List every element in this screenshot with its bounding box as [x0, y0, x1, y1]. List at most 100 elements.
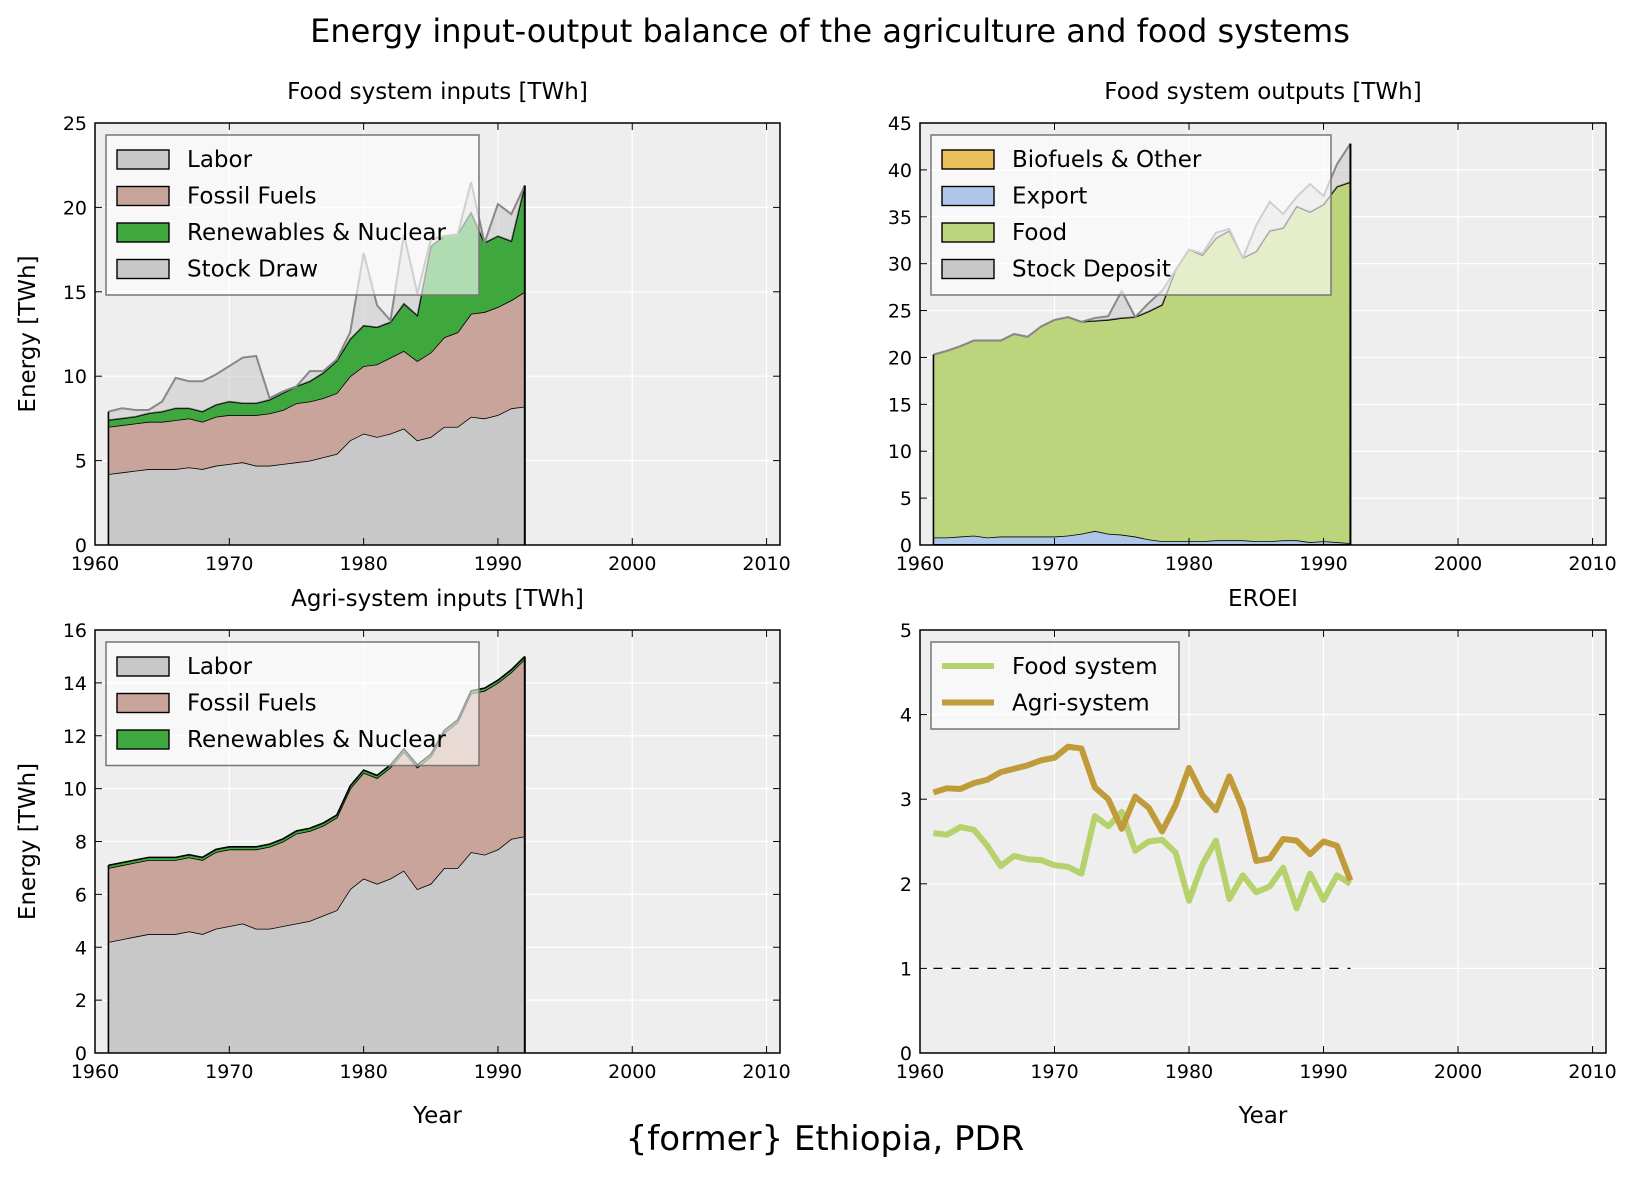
y-tick-label: 10 — [63, 779, 87, 801]
y-tick-label: 25 — [63, 113, 87, 135]
y-tick-label: 0 — [75, 1043, 87, 1065]
x-tick-label: 2010 — [1568, 1061, 1616, 1083]
x-tick-label: 2000 — [608, 1061, 656, 1083]
legend-swatch-stock-deposit — [941, 258, 995, 280]
chart-title: Food system outputs [TWh] — [1104, 79, 1421, 105]
legend-label: Food — [1012, 220, 1067, 246]
legend-swatch-fossil-fuels — [116, 692, 170, 714]
x-tick-label: 1970 — [205, 1061, 253, 1083]
area-stock-draw — [108, 182, 525, 421]
legend-swatch-export — [941, 185, 995, 207]
legend-swatch-labor — [116, 149, 170, 170]
legend: Labor Fossil Fuels Renewables & Nuclear — [105, 641, 480, 767]
y-tick-label: 40 — [888, 160, 912, 182]
legend-label: Export — [1012, 184, 1087, 210]
x-tick-label: 1990 — [474, 553, 522, 575]
x-tick-label: 1960 — [896, 553, 944, 575]
plot-frame — [94, 122, 781, 546]
y-tick-label: 5 — [900, 620, 912, 642]
legend-swatch-stock-draw — [116, 258, 170, 280]
legend: Biofuels & Other Export Food Stock Deposit — [930, 134, 1332, 296]
x-tick-label: 1960 — [896, 1061, 944, 1083]
x-tick-label: 1970 — [205, 553, 253, 575]
x-axis-label: Year — [412, 1103, 462, 1129]
chart-food-outputs: 1960 1970 1980 1990 2000 2010 0 5 10 15 20 25 30 35 40… — [888, 79, 1617, 575]
chart-agri-inputs: 1960 1970 1980 1990 2000 2010 0 2 4 6 8 10 12 14 16 Agr… — [15, 586, 791, 1129]
legend-label: Stock Deposit — [1012, 257, 1171, 283]
y-tick-label: 10 — [888, 441, 912, 463]
legend-swatch-food — [941, 222, 995, 243]
legend-label: Agri-system — [1012, 691, 1150, 717]
x-tick-label: 1960 — [71, 553, 119, 575]
chart-food-inputs: 1960 1970 1980 1990 2000 2010 0 5 10 15 20 25 Food s… — [15, 79, 791, 575]
x-tick-label: 2010 — [742, 553, 790, 575]
y-tick-label: 2 — [75, 990, 87, 1012]
y-tick-label: 12 — [63, 726, 87, 748]
plot-frame — [919, 122, 1607, 546]
legend-box — [930, 641, 1180, 730]
y-tick-label: 20 — [888, 347, 912, 369]
legend-box — [930, 134, 1332, 296]
x-tick-label: 1970 — [1030, 1061, 1078, 1083]
x-tick-label: 2000 — [608, 553, 656, 575]
x-tick-label: 1990 — [474, 1061, 522, 1083]
legend-label: Labor — [187, 654, 253, 680]
area-labor — [108, 406, 525, 545]
line-agri-system — [932, 743, 1354, 882]
legend-swatch-renewables-nuclear — [116, 222, 170, 243]
x-tick-label: 2010 — [1568, 553, 1616, 575]
y-tick-label: 16 — [63, 620, 87, 642]
legend-label: Fossil Fuels — [187, 184, 317, 210]
chart-eroei: 1960 1970 1980 1990 2000 2010 0 1 2 3 4 5 EROEI Year F… — [896, 586, 1617, 1129]
x-tick-label: 1980 — [339, 1061, 387, 1083]
area-labor — [108, 836, 525, 1053]
y-tick-label: 15 — [63, 282, 87, 304]
y-tick-label: 5 — [900, 488, 912, 510]
legend-swatch-fossil-fuels — [116, 185, 170, 207]
chart-title: Agri-system inputs [TWh] — [291, 586, 584, 612]
y-axis-label: Energy [TWh] — [15, 763, 41, 920]
legend-label: Renewables & Nuclear — [187, 220, 446, 246]
area-fossil-fuels — [108, 291, 525, 475]
area-fossil-fuels — [108, 659, 525, 942]
x-tick-label: 2010 — [742, 1061, 790, 1083]
y-tick-label: 25 — [888, 301, 912, 323]
legend-swatch-biofuels-other — [941, 149, 995, 170]
x-tick-label: 1970 — [1030, 553, 1078, 575]
legend-label: Labor — [187, 147, 253, 173]
y-tick-label: 10 — [63, 366, 87, 388]
y-tick-label: 2 — [900, 874, 912, 896]
chart-title: EROEI — [1228, 586, 1298, 612]
y-tick-label: 6 — [75, 884, 87, 906]
x-axis-label: Year — [1238, 1103, 1288, 1129]
y-tick-label: 0 — [900, 535, 912, 557]
figure-footer: {former} Ethiopia, PDR — [626, 1119, 1025, 1159]
legend-label: Food system — [1012, 654, 1158, 680]
y-tick-label: 5 — [75, 451, 87, 473]
x-tick-label: 1980 — [1165, 553, 1213, 575]
y-tick-label: 4 — [75, 937, 87, 959]
x-tick-label: 1980 — [1165, 1061, 1213, 1083]
x-tick-label: 1990 — [1299, 553, 1347, 575]
legend: Labor Fossil Fuels Renewables & Nuclear Sto… — [105, 134, 480, 296]
legend-label: Fossil Fuels — [187, 691, 317, 717]
area-renewables-nuclear — [108, 185, 525, 427]
area-stock-deposit — [933, 143, 1351, 355]
y-axis-label: Energy [TWh] — [15, 255, 41, 412]
legend: Food system Agri-system — [930, 641, 1180, 730]
y-tick-label: 3 — [900, 789, 912, 811]
plot-frame — [919, 629, 1607, 1054]
y-tick-label: 45 — [888, 113, 912, 135]
y-tick-label: 1 — [900, 958, 912, 980]
y-tick-label: 30 — [888, 254, 912, 276]
x-tick-label: 1980 — [339, 553, 387, 575]
x-tick-label: 1990 — [1299, 1061, 1347, 1083]
legend-label: Renewables & Nuclear — [187, 727, 446, 753]
y-tick-label: 14 — [63, 673, 87, 695]
legend-label: Biofuels & Other — [1012, 147, 1202, 173]
y-tick-label: 20 — [63, 197, 87, 219]
y-tick-label: 15 — [888, 394, 912, 416]
legend-label: Stock Draw — [187, 257, 318, 283]
y-tick-label: 4 — [900, 705, 912, 727]
